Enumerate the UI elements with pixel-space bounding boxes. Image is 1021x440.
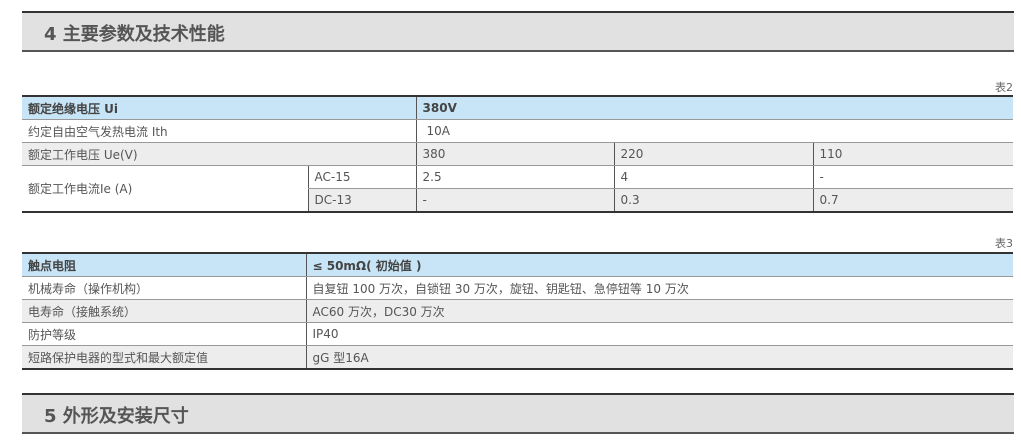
- cell: 短路保护电器的型式和最大额定值: [22, 345, 306, 370]
- cell: 约定自由空气发热电流 Ith: [22, 119, 417, 143]
- table-row: 额定工作电流Ie (A) AC-15 2.5 4-: [22, 165, 1013, 213]
- cell: AC60 万次，DC30 万次: [305, 299, 1013, 323]
- cell: 220: [613, 142, 814, 166]
- table-row: 约定自由空气发热电流 Ith 10A: [22, 119, 1013, 143]
- table-3: 触点电阻 ≤ 50mΩ( 初始值 ) 机械寿命（操作机构） 自复钮 100 万次，自…: [22, 252, 1013, 370]
- cell: DC-13: [307, 188, 417, 213]
- cell: ≤ 50mΩ( 初始值 ): [305, 253, 1013, 277]
- cell: 2.5: [415, 165, 615, 189]
- cell: 额定绝缘电压 Ui: [22, 96, 417, 120]
- cell: 380: [415, 142, 615, 166]
- table-row: 防护等级 IP40: [22, 322, 1013, 346]
- cell: 触点电阻: [22, 253, 306, 277]
- cell: 0.7: [812, 188, 1013, 213]
- table-row: DC-13-0.3 0.7: [22, 188, 1013, 213]
- table-row: 额定工作电压 Ue(V) 380 220 110: [22, 142, 1013, 166]
- table-row: 短路保护电器的型式和最大额定值 gG 型16A: [22, 345, 1013, 370]
- section-4-header: 4 主要参数及技术性能: [22, 11, 1014, 52]
- table-row: 机械寿命（操作机构） 自复钮 100 万次，自锁钮 30 万次，旋钮、钥匙钮、急停…: [22, 276, 1013, 300]
- cell: 110: [812, 142, 1013, 166]
- table-row: 触点电阻 ≤ 50mΩ( 初始值 ): [22, 253, 1013, 277]
- table-2: 额定绝缘电压 Ui 380V 约定自由空气发热电流 Ith 10A 额定工作电压 U…: [22, 95, 1013, 213]
- cell: AC-15: [307, 165, 417, 189]
- cell: 自复钮 100 万次，自锁钮 30 万次，旋钮、钥匙钮、急停钮等 10 万次: [305, 276, 1013, 300]
- table-row: 电寿命（接触系统） AC60 万次，DC30 万次: [22, 299, 1013, 323]
- cell: 额定工作电流Ie (A): [22, 165, 308, 213]
- cell: 380V: [415, 96, 1013, 120]
- cell: -: [415, 188, 615, 213]
- section-5-header: 5 外形及安装尺寸: [22, 393, 1014, 434]
- cell: 额定工作电压 Ue(V): [22, 142, 417, 166]
- table-row: 额定绝缘电压 Ui 380V: [22, 96, 1013, 120]
- cell: IP40: [305, 322, 1013, 346]
- cell: 10A: [415, 119, 1013, 143]
- section-title: 4 主要参数及技术性能: [44, 24, 225, 45]
- cell: 电寿命（接触系统）: [22, 299, 306, 323]
- section-title: 5 外形及安装尺寸: [44, 406, 189, 427]
- cell: 机械寿命（操作机构）: [22, 276, 306, 300]
- table-2-label: 表2: [995, 81, 1013, 94]
- cell: 防护等级: [22, 322, 306, 346]
- table-3-label: 表3: [995, 237, 1013, 250]
- cell: -: [812, 165, 1013, 189]
- cell: gG 型16A: [305, 345, 1013, 370]
- cell: 4: [613, 165, 814, 189]
- cell: 0.3: [613, 188, 814, 213]
